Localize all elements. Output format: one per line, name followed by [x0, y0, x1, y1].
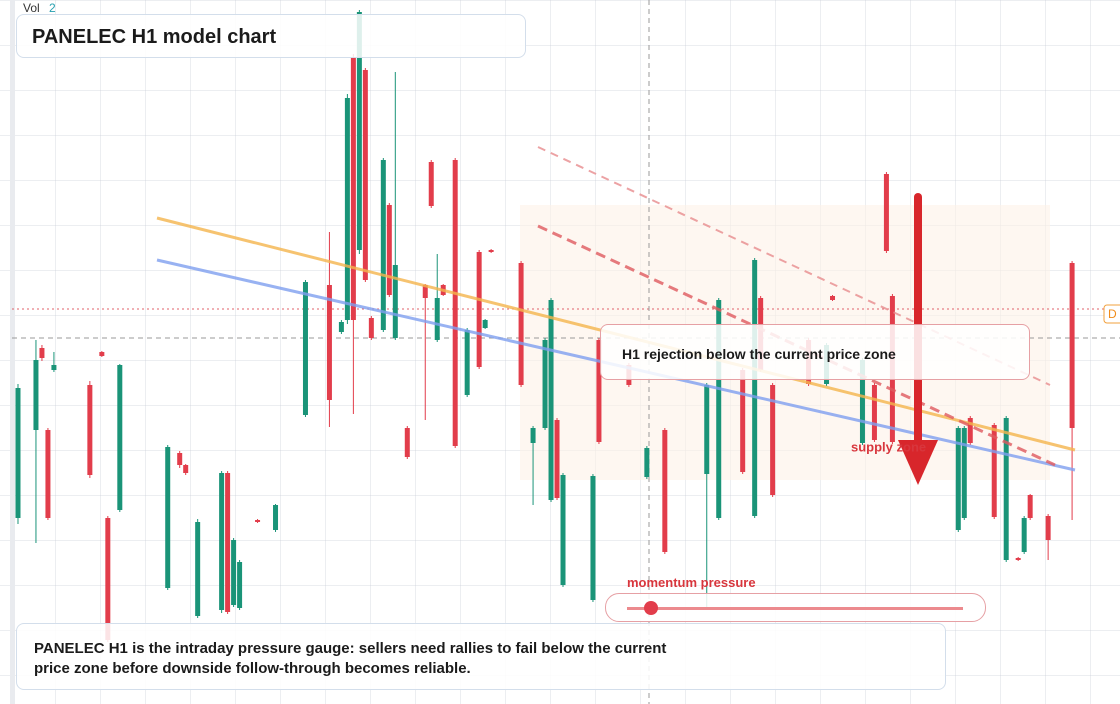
candle-body	[955, 428, 961, 530]
description-box: PANELEC H1 is the intraday pressure gaug…	[16, 623, 946, 690]
candle-body	[518, 263, 524, 385]
candle-body	[177, 453, 183, 465]
chart-title: PANELEC H1 model chart	[32, 26, 277, 48]
callout: H1 rejection below the current price zon…	[622, 346, 896, 362]
candle-body	[428, 162, 434, 206]
candle-body	[386, 205, 392, 295]
candle-body	[961, 428, 967, 518]
candle-body	[350, 58, 356, 320]
candle-body	[362, 70, 368, 280]
gauge-knob	[644, 601, 658, 615]
candle-body	[1069, 263, 1075, 428]
description: PANELEC H1 is the intraday pressure gaug…	[34, 640, 667, 677]
price-tag: D	[1108, 307, 1117, 321]
left-edge	[10, 0, 15, 704]
candle-body	[716, 300, 722, 518]
candle-body	[219, 473, 225, 610]
candle-body	[422, 285, 428, 298]
candle-body	[542, 340, 548, 428]
candle-body	[590, 476, 596, 600]
candle-body	[476, 252, 482, 367]
candle-body	[117, 365, 123, 510]
candle-body	[434, 298, 440, 340]
price-tag-box	[1103, 304, 1120, 324]
candle-body	[770, 385, 776, 495]
candle-body	[51, 365, 57, 370]
candle-body	[368, 318, 374, 338]
candle-body	[87, 385, 93, 475]
candle-body	[991, 425, 997, 517]
callout-box: H1 rejection below the current price zon…	[600, 324, 1030, 380]
candle-body	[183, 465, 189, 473]
candle-body	[548, 300, 554, 500]
candle-body	[45, 430, 51, 518]
candle-body	[859, 360, 865, 443]
candle-body	[644, 448, 650, 477]
candle-body	[1021, 518, 1027, 552]
volume-value: 2	[49, 1, 56, 15]
candle-body	[1003, 418, 1009, 560]
candle-body	[596, 340, 602, 442]
candle-body	[560, 475, 566, 585]
candle-body	[356, 12, 362, 250]
candle-body	[225, 473, 231, 612]
candle-body	[883, 174, 889, 251]
candle-body	[326, 285, 332, 400]
candle-body	[404, 428, 410, 457]
candle-body	[830, 296, 836, 300]
candle-body	[871, 385, 877, 440]
candle-body	[662, 430, 668, 552]
candle-body	[530, 428, 536, 443]
candle-body	[99, 352, 105, 356]
candle-body	[554, 420, 560, 498]
candle-body	[273, 505, 279, 530]
candle-body	[488, 250, 494, 252]
title-box: PANELEC H1 model chart	[16, 14, 526, 58]
candle-body	[380, 160, 386, 330]
candle-body	[704, 385, 710, 474]
zone-label: supply zone	[851, 439, 926, 454]
candle-body	[231, 540, 237, 605]
candle-body	[165, 447, 171, 588]
gauge	[605, 593, 986, 622]
candle-body	[482, 320, 488, 328]
candle-body	[392, 265, 398, 338]
arrow-head	[898, 440, 938, 485]
candle-body	[39, 348, 45, 358]
gauge-label: momentum pressure	[627, 575, 756, 590]
candle-body	[1045, 516, 1051, 540]
candle-body	[464, 330, 470, 395]
candle-body	[302, 282, 308, 415]
candle-body	[105, 518, 111, 640]
channel-line	[537, 146, 1051, 386]
candle-body	[237, 562, 243, 608]
candle-body	[255, 520, 261, 522]
candle-body	[1015, 558, 1021, 560]
candle-body	[752, 260, 758, 516]
candle-body	[452, 160, 458, 446]
candle-body	[33, 360, 39, 430]
candle-body	[1027, 495, 1033, 518]
gauge-track	[627, 607, 963, 610]
candle-body	[195, 522, 201, 616]
candle-body	[15, 388, 21, 518]
candle-body	[338, 322, 344, 332]
candle-body	[967, 418, 973, 443]
candle-body	[740, 370, 746, 472]
volume-label: Vol	[23, 1, 40, 15]
candle-body	[344, 98, 350, 320]
